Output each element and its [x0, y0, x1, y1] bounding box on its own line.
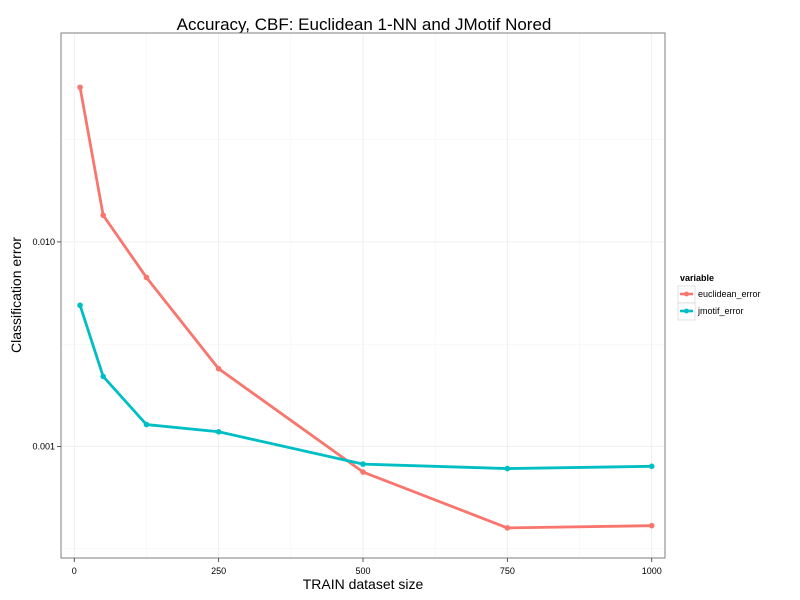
- legend-item: euclidean_error: [677, 285, 761, 304]
- data-point: [360, 461, 366, 467]
- x-axis-label: TRAIN dataset size: [303, 576, 424, 592]
- legend-label: jmotif_error: [697, 306, 744, 316]
- data-point: [100, 373, 106, 380]
- legend-item: jmotif_error: [677, 302, 744, 321]
- legend-label: euclidean_error: [698, 289, 761, 299]
- legend: variable euclidean_error jmotif_error: [677, 273, 761, 321]
- data-point: [648, 463, 655, 470]
- x-tick-label: 250: [211, 566, 226, 576]
- data-point: [143, 421, 150, 428]
- series-layer: [77, 84, 655, 531]
- series-jmotif_error: [77, 302, 655, 472]
- x-tick-label: 0: [72, 566, 77, 576]
- legend-key-point: [684, 308, 689, 314]
- data-point: [77, 84, 83, 91]
- x-tick-label: 750: [500, 566, 515, 576]
- data-point: [360, 469, 366, 475]
- plot-area: [60, 32, 666, 559]
- legend-title: variable: [680, 273, 714, 283]
- legend-key-point: [684, 291, 689, 297]
- data-point: [143, 274, 150, 281]
- data-point: [648, 522, 655, 529]
- data-point: [215, 365, 222, 372]
- legend-items: euclidean_error jmotif_error: [677, 285, 761, 321]
- series-euclidean_error: [77, 84, 655, 531]
- x-axis: 0 250 500 750 1000: [72, 558, 662, 576]
- x-tick-label: 1000: [642, 566, 662, 576]
- data-point: [504, 525, 511, 531]
- x-tick-label: 500: [355, 566, 370, 576]
- chart-title: Accuracy, CBF: Euclidean 1-NN and JMotif…: [177, 15, 552, 34]
- data-point: [77, 302, 83, 309]
- data-point: [504, 465, 511, 472]
- y-axis-label: Classification error: [8, 237, 24, 353]
- grid-major: [61, 33, 665, 558]
- y-axis: 0.001 0.010: [32, 237, 61, 451]
- data-point: [100, 212, 106, 219]
- y-tick-label: 0.001: [32, 441, 55, 451]
- y-tick-label: 0.010: [32, 237, 55, 247]
- data-point: [215, 428, 222, 435]
